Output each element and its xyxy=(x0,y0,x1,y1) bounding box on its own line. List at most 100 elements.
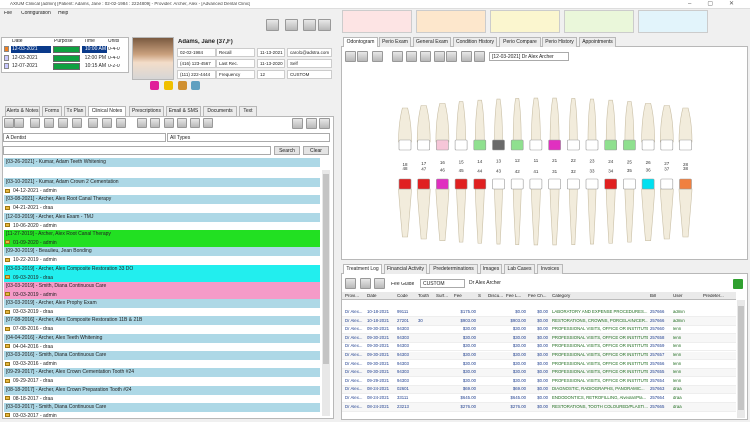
note-title[interactable]: [03-03-2019] - Archer, Alex Composite Re… xyxy=(4,264,320,274)
visit-select[interactable]: [12-03-2021] Dr Alex Archer xyxy=(489,52,569,61)
toolbar-icon[interactable] xyxy=(203,118,213,128)
alert-icon[interactable] xyxy=(178,81,187,90)
tab[interactable]: Documents xyxy=(203,106,237,116)
appointment-date[interactable]: 12-03-2021 xyxy=(11,46,51,53)
scrollbar-thumb[interactable] xyxy=(323,174,329,364)
table-row[interactable] xyxy=(342,395,736,404)
search-button[interactable]: Search xyxy=(274,146,300,155)
tab[interactable]: Alerts & Notes xyxy=(5,106,40,116)
note-title[interactable]: [04-04-2016] - Archer, Alex Teeth Whiten… xyxy=(4,333,320,343)
note-subtitle[interactable]: 04-21-2021 - draa xyxy=(13,205,54,212)
tab[interactable]: Images xyxy=(480,264,502,274)
note-subtitle[interactable]: 10-06-2020 - admin xyxy=(13,222,57,229)
toolbar-icon[interactable] xyxy=(392,51,403,62)
toolbar-icon[interactable] xyxy=(164,118,174,128)
toolbar-icon[interactable] xyxy=(360,278,371,289)
tab[interactable]: Financial Activity xyxy=(384,264,427,274)
menu-item[interactable]: File xyxy=(4,11,13,16)
alert-icon[interactable] xyxy=(150,81,159,90)
table-row[interactable] xyxy=(342,385,736,395)
table-row[interactable] xyxy=(342,317,736,326)
column-header[interactable]: Fee xyxy=(454,294,462,298)
menu-item[interactable]: Configuration xyxy=(21,11,51,16)
note-subtitle[interactable]: 03-03-2017 - admin xyxy=(13,412,57,419)
table-row[interactable] xyxy=(342,326,736,335)
tab[interactable]: Predeterminations xyxy=(429,264,478,274)
column-header[interactable]: Code xyxy=(397,294,408,298)
note-subtitle[interactable]: 07-08-2016 - draa xyxy=(13,326,54,333)
confirm-icon[interactable] xyxy=(733,279,743,289)
fee-guide-select[interactable]: CUSTOM xyxy=(420,279,465,288)
table-row[interactable] xyxy=(342,309,736,318)
column-header[interactable]: Predeter... xyxy=(703,294,724,298)
column-header[interactable]: Fee L... xyxy=(506,294,522,298)
search-input[interactable] xyxy=(3,146,271,155)
toolbar-icon[interactable] xyxy=(434,51,445,62)
toolbar-icon[interactable] xyxy=(177,118,187,128)
scrollbar-thumb[interactable] xyxy=(738,306,744,410)
toolbar-icon[interactable] xyxy=(461,51,472,62)
column-header[interactable]: Bill xyxy=(650,294,657,298)
tab[interactable]: Condition History xyxy=(453,37,497,47)
toolbar-icon[interactable] xyxy=(72,118,82,128)
note-title[interactable]: [08-18-2017] - Archer, Alex Crown Prepar… xyxy=(4,385,320,395)
note-subtitle[interactable]: 08-18-2017 - draa xyxy=(13,395,54,402)
provider-select[interactable]: Dr Alex Archer xyxy=(469,280,501,286)
note-title[interactable]: [12-03-2019] - Archer, Alex Exam - TMJ xyxy=(4,212,320,222)
tab[interactable]: Prescriptions xyxy=(129,106,164,116)
toolbar-icon[interactable] xyxy=(303,19,316,31)
appointment-date[interactable]: 12-07-2021 xyxy=(12,63,38,69)
table-row[interactable] xyxy=(342,403,736,412)
toolbar-icon[interactable] xyxy=(30,118,40,128)
note-title[interactable]: [03-03-2019] - Archer, Alex Prophy Exam xyxy=(4,299,320,309)
note-subtitle[interactable]: 01-09-2020 - admin xyxy=(4,238,320,247)
column-header[interactable]: Surf... xyxy=(436,294,449,298)
toolbar-icon[interactable] xyxy=(318,19,331,31)
note-title[interactable]: [11-27-2019] - Archer, Alex Root Canal T… xyxy=(4,229,320,239)
column-header[interactable]: Discu... xyxy=(488,294,504,298)
tab[interactable]: Appointments xyxy=(579,37,616,47)
column-header[interactable]: Provi... xyxy=(345,294,360,298)
toolbar-icon[interactable] xyxy=(345,51,356,62)
tab[interactable]: Text xyxy=(239,106,257,116)
note-subtitle[interactable]: 10-22-2019 - admin xyxy=(13,257,57,264)
tab[interactable]: Email & SMS xyxy=(166,106,201,116)
type-filter[interactable]: All Types xyxy=(167,133,330,142)
note-title[interactable]: [07-08-2016] - Archer, Alex Composite Re… xyxy=(4,316,320,326)
note-subtitle[interactable]: 09-29-2017 - draa xyxy=(13,378,54,385)
tab[interactable]: Perio Exam xyxy=(379,37,411,47)
tab[interactable]: Perio Compare xyxy=(499,37,541,47)
toolbar-icon[interactable] xyxy=(190,118,200,128)
clear-button[interactable]: Clear xyxy=(303,146,329,155)
column-header[interactable]: Date xyxy=(367,294,377,298)
toolbar-icon[interactable] xyxy=(372,51,383,62)
note-title[interactable]: [03-03-2016] - Smith, Diana Continuous C… xyxy=(4,351,320,360)
toolbar-icon[interactable] xyxy=(44,118,54,128)
tab[interactable]: Forms xyxy=(42,106,62,116)
toolbar-icon[interactable] xyxy=(420,51,431,62)
note-title[interactable]: [03-03-2017] - Smith, Diana Continuous C… xyxy=(4,402,320,412)
tab[interactable]: Odontogram xyxy=(343,37,378,47)
note-title[interactable]: [03-10-2021] - Kumar, Adam Crown 2 Cemen… xyxy=(4,178,320,187)
toolbar-icon[interactable] xyxy=(446,51,457,62)
table-row[interactable] xyxy=(342,334,736,343)
tab[interactable]: Treatment Log xyxy=(343,264,382,274)
provider-filter[interactable]: A Dentist xyxy=(3,133,166,142)
tab[interactable]: General Exam xyxy=(413,37,451,47)
note-subtitle[interactable]: 09-03-2019 - draa xyxy=(4,273,320,282)
note-title[interactable]: [03-03-2019] - Smith, Diana Continuous C… xyxy=(4,281,320,291)
tab[interactable]: Tx Plan xyxy=(64,106,86,116)
toolbar-icon[interactable] xyxy=(58,118,68,128)
table-row[interactable] xyxy=(342,368,736,378)
tab[interactable]: Lab Cases xyxy=(504,264,535,274)
toolbar-icon[interactable] xyxy=(4,118,14,128)
table-row[interactable] xyxy=(342,343,736,352)
toolbar-icon[interactable] xyxy=(150,118,160,128)
note-title[interactable]: [03-08-2021] - Archer, Alex Root Canal T… xyxy=(4,195,320,205)
note-subtitle[interactable]: 03-03-2016 - admin xyxy=(13,361,57,367)
toolbar-icon[interactable] xyxy=(345,278,356,289)
note-subtitle[interactable]: 03-03-2019 - admin xyxy=(4,290,320,299)
note-title[interactable]: [03-26-2021] - Kumar, Adam Teeth Whiteni… xyxy=(4,158,320,167)
alert-icon[interactable] xyxy=(191,81,200,90)
scrollbar[interactable] xyxy=(322,170,330,416)
